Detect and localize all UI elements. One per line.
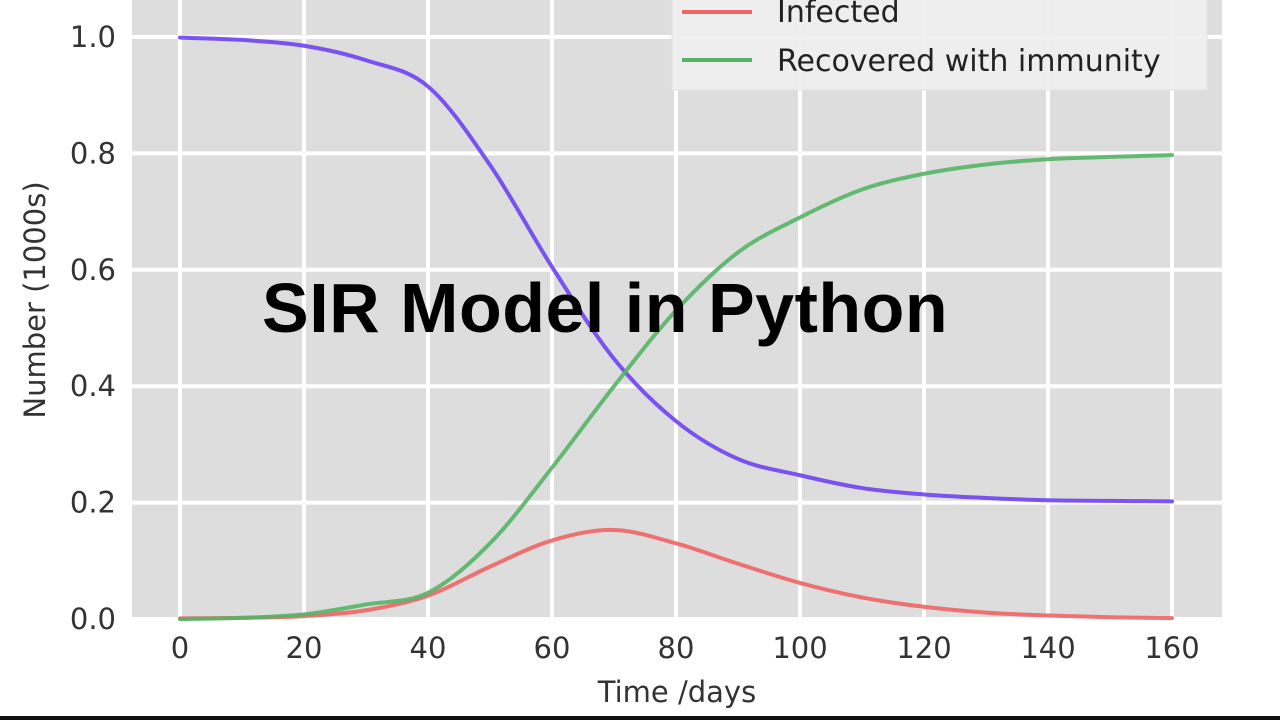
series-line-1 xyxy=(178,527,1174,621)
x-tick-labels: 0 20 40 60 80 100 120 140 160 xyxy=(171,631,1200,665)
x-tick-label: 20 xyxy=(286,631,323,665)
x-tick-label: 100 xyxy=(772,631,827,665)
y-tick-label: 0.4 xyxy=(70,369,116,403)
series-line-0 xyxy=(178,35,1174,504)
y-tick-label: 0.6 xyxy=(70,253,116,287)
x-tick-label: 160 xyxy=(1144,631,1199,665)
legend-box xyxy=(671,0,1208,91)
y-tick-label: 0.2 xyxy=(70,486,116,520)
x-axis-label: Time /days xyxy=(597,675,756,709)
overlay-title: SIR Model in Python xyxy=(262,269,949,347)
y-axis-label: Number (1000s) xyxy=(18,181,52,418)
legend-label-infected: Infected xyxy=(777,0,900,30)
series-lines xyxy=(178,35,1174,621)
x-tick-label: 80 xyxy=(658,631,695,665)
y-tick-labels: 0.0 0.2 0.4 0.6 0.8 1.0 xyxy=(70,20,116,636)
x-tick-label: 60 xyxy=(534,631,571,665)
series-line-2 xyxy=(178,153,1174,621)
legend-label-recovered: Recovered with immunity xyxy=(777,44,1161,79)
x-tick-label: 0 xyxy=(171,631,189,665)
x-tick-label: 140 xyxy=(1020,631,1075,665)
legend: Infected Recovered with immunity xyxy=(671,0,1208,91)
y-tick-label: 0.0 xyxy=(70,602,116,636)
x-tick-label: 120 xyxy=(896,631,951,665)
y-tick-label: 0.8 xyxy=(70,136,116,170)
x-tick-label: 40 xyxy=(410,631,447,665)
bottom-border xyxy=(0,716,1280,720)
y-tick-label: 1.0 xyxy=(70,20,116,54)
